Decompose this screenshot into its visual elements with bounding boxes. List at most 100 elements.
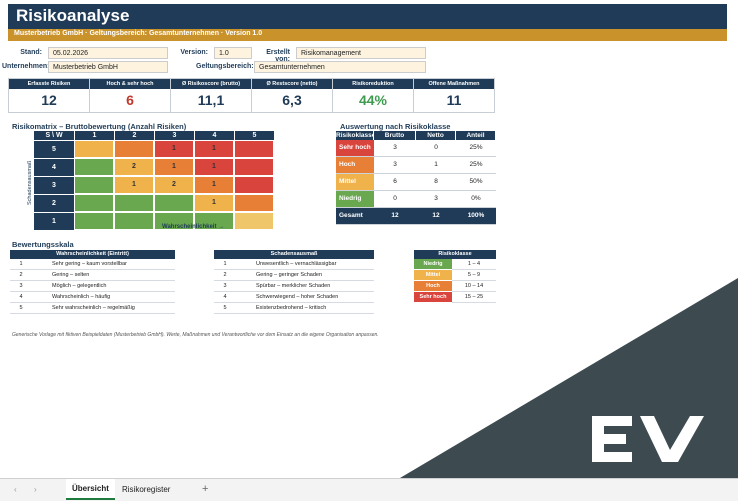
kpi-value: 6,3: [282, 92, 302, 108]
auswertung-cell: Gesamt: [336, 208, 374, 225]
stand-label: Stand:: [20, 49, 42, 56]
matrix-cell[interactable]: [114, 194, 154, 212]
scale-number: 4: [10, 292, 32, 303]
kpi-card: Erfasste Risiken 12: [8, 78, 90, 113]
scale-header: Wahrscheinlichkeit (Eintritt): [10, 250, 175, 259]
tab-uebersicht[interactable]: Übersicht: [66, 479, 115, 500]
matrix-cell[interactable]: [234, 212, 274, 230]
matrix-cell[interactable]: 1: [194, 194, 234, 212]
matrix-row-header: 5: [34, 140, 74, 158]
unternehmen-label: Unternehmen:: [2, 63, 50, 70]
risikoklasse-range: 5 – 9: [452, 270, 496, 281]
scale-text: Sehr wahrscheinlich – regelmäßig: [32, 303, 175, 314]
unternehmen-value[interactable]: Musterbetrieb GmbH: [48, 61, 168, 73]
matrix-cell[interactable]: 1: [114, 176, 154, 194]
auswertung-cell: 12: [416, 208, 456, 225]
auswertung-cell: 0: [374, 191, 416, 208]
matrix-col-header: 3: [154, 131, 194, 140]
scale-number: 1: [10, 259, 32, 270]
auswertung-cell: Hoch: [336, 157, 374, 174]
matrix-cell[interactable]: [74, 158, 114, 176]
auswertung-cell: 25%: [456, 140, 496, 157]
scale-text: Schwerwiegend – hoher Schaden: [236, 292, 374, 303]
auswertung-cell: 3: [374, 157, 416, 174]
watermark-logo: [400, 278, 738, 478]
add-sheet-button[interactable]: +: [202, 483, 209, 495]
matrix-cell[interactable]: [234, 194, 274, 212]
risikoklasse-range: 10 – 14: [452, 281, 496, 292]
kpi-value: 12: [41, 92, 57, 108]
auswertung-cell: 50%: [456, 174, 496, 191]
matrix-cell[interactable]: [74, 140, 114, 158]
matrix-col-header: 2: [114, 131, 154, 140]
kpi-label: Risikoreduktion: [333, 79, 413, 89]
kpi-label: Offene Maßnahmen: [414, 79, 494, 89]
matrix-cell[interactable]: 2: [114, 158, 154, 176]
matrix-cell[interactable]: [234, 140, 274, 158]
kpi-label: Hoch & sehr hoch: [90, 79, 170, 89]
matrix-col-header: 5: [234, 131, 274, 140]
scale-number: 3: [10, 281, 32, 292]
auswertung-header: Anteil: [456, 131, 496, 140]
matrix-cell[interactable]: [154, 194, 194, 212]
matrix-cell[interactable]: [74, 194, 114, 212]
matrix-cell[interactable]: 1: [194, 158, 234, 176]
risikoklasse-range: 15 – 25: [452, 292, 496, 303]
skala-title: Bewertungsskala: [12, 240, 74, 249]
scale-header: Schadensausmaß: [214, 250, 374, 259]
auswertung-cell: 1: [416, 157, 456, 174]
matrix-cell[interactable]: [154, 212, 194, 230]
stand-value[interactable]: 05.02.2026: [48, 47, 168, 59]
kpi-value: 6: [126, 92, 134, 108]
risikoklasse-header: Risikoklasse: [414, 250, 496, 259]
version-value[interactable]: 1.0: [214, 47, 252, 59]
scale-text: Gering – selten: [32, 270, 175, 281]
matrix-cell[interactable]: [114, 140, 154, 158]
subtitle-bar: Musterbetrieb GmbH · Geltungsbereich: Ge…: [8, 29, 727, 41]
tab-risikoregister[interactable]: Risikoregister: [122, 485, 171, 494]
auswertung-cell: 8: [416, 174, 456, 191]
matrix-cell[interactable]: [74, 212, 114, 230]
matrix-row-header: 1: [34, 212, 74, 230]
matrix-cell[interactable]: 1: [154, 140, 194, 158]
matrix-corner: S \ W: [34, 131, 74, 140]
auswertung-header: Netto: [416, 131, 456, 140]
auswertung-cell: 6: [374, 174, 416, 191]
scroll-right-icon[interactable]: ›: [34, 485, 37, 494]
matrix-cell[interactable]: [234, 158, 274, 176]
auswertung-header: Brutto: [374, 131, 416, 140]
matrix-cell[interactable]: [194, 212, 234, 230]
auswertung-cell: 3: [416, 191, 456, 208]
scale-text: Unwesentlich – vernachlässigbar: [236, 259, 374, 270]
matrix-cell[interactable]: 1: [194, 140, 234, 158]
auswertung-cell: Niedrig: [336, 191, 374, 208]
kpi-value: 11: [446, 92, 462, 108]
page-title: Risikoanalyse: [16, 6, 130, 25]
scale-text: Gering – geringer Schaden: [236, 270, 374, 281]
matrix-cell[interactable]: [234, 176, 274, 194]
kpi-label: Ø Restscore (netto): [252, 79, 332, 89]
matrix-cell[interactable]: 1: [194, 176, 234, 194]
geltung-value[interactable]: Gesamtunternehmen: [254, 61, 426, 73]
auswertung-cell: Sehr hoch: [336, 140, 374, 157]
matrix-xlabel: Wahrscheinlichkeit →: [162, 224, 225, 230]
matrix-cell[interactable]: [114, 212, 154, 230]
matrix-ylabel: Schadensausmaß: [27, 160, 33, 205]
erstellt-value[interactable]: Risikomanagement: [296, 47, 426, 59]
geltung-label: Geltungsbereich:: [196, 63, 254, 70]
matrix-cell[interactable]: 1: [154, 158, 194, 176]
scale-text: Wahrscheinlich – häufig: [32, 292, 175, 303]
auswertung-cell: Mittel: [336, 174, 374, 191]
scale-number: 4: [214, 292, 236, 303]
matrix-row-header: 4: [34, 158, 74, 176]
matrix-cell[interactable]: [74, 176, 114, 194]
kpi-value: 11,1: [197, 92, 225, 108]
matrix-cell[interactable]: 2: [154, 176, 194, 194]
risikoklasse-name: Sehr hoch: [414, 292, 452, 303]
kpi-card: Offene Maßnahmen 11: [413, 78, 495, 113]
erstellt-label: Erstellt von:: [266, 49, 290, 63]
scale-number: 3: [214, 281, 236, 292]
auswertung-cell: 0: [416, 140, 456, 157]
scroll-left-icon[interactable]: ‹: [14, 485, 17, 494]
sheet-tabs-bar: ‹ › Übersicht Risikoregister +: [0, 478, 738, 501]
